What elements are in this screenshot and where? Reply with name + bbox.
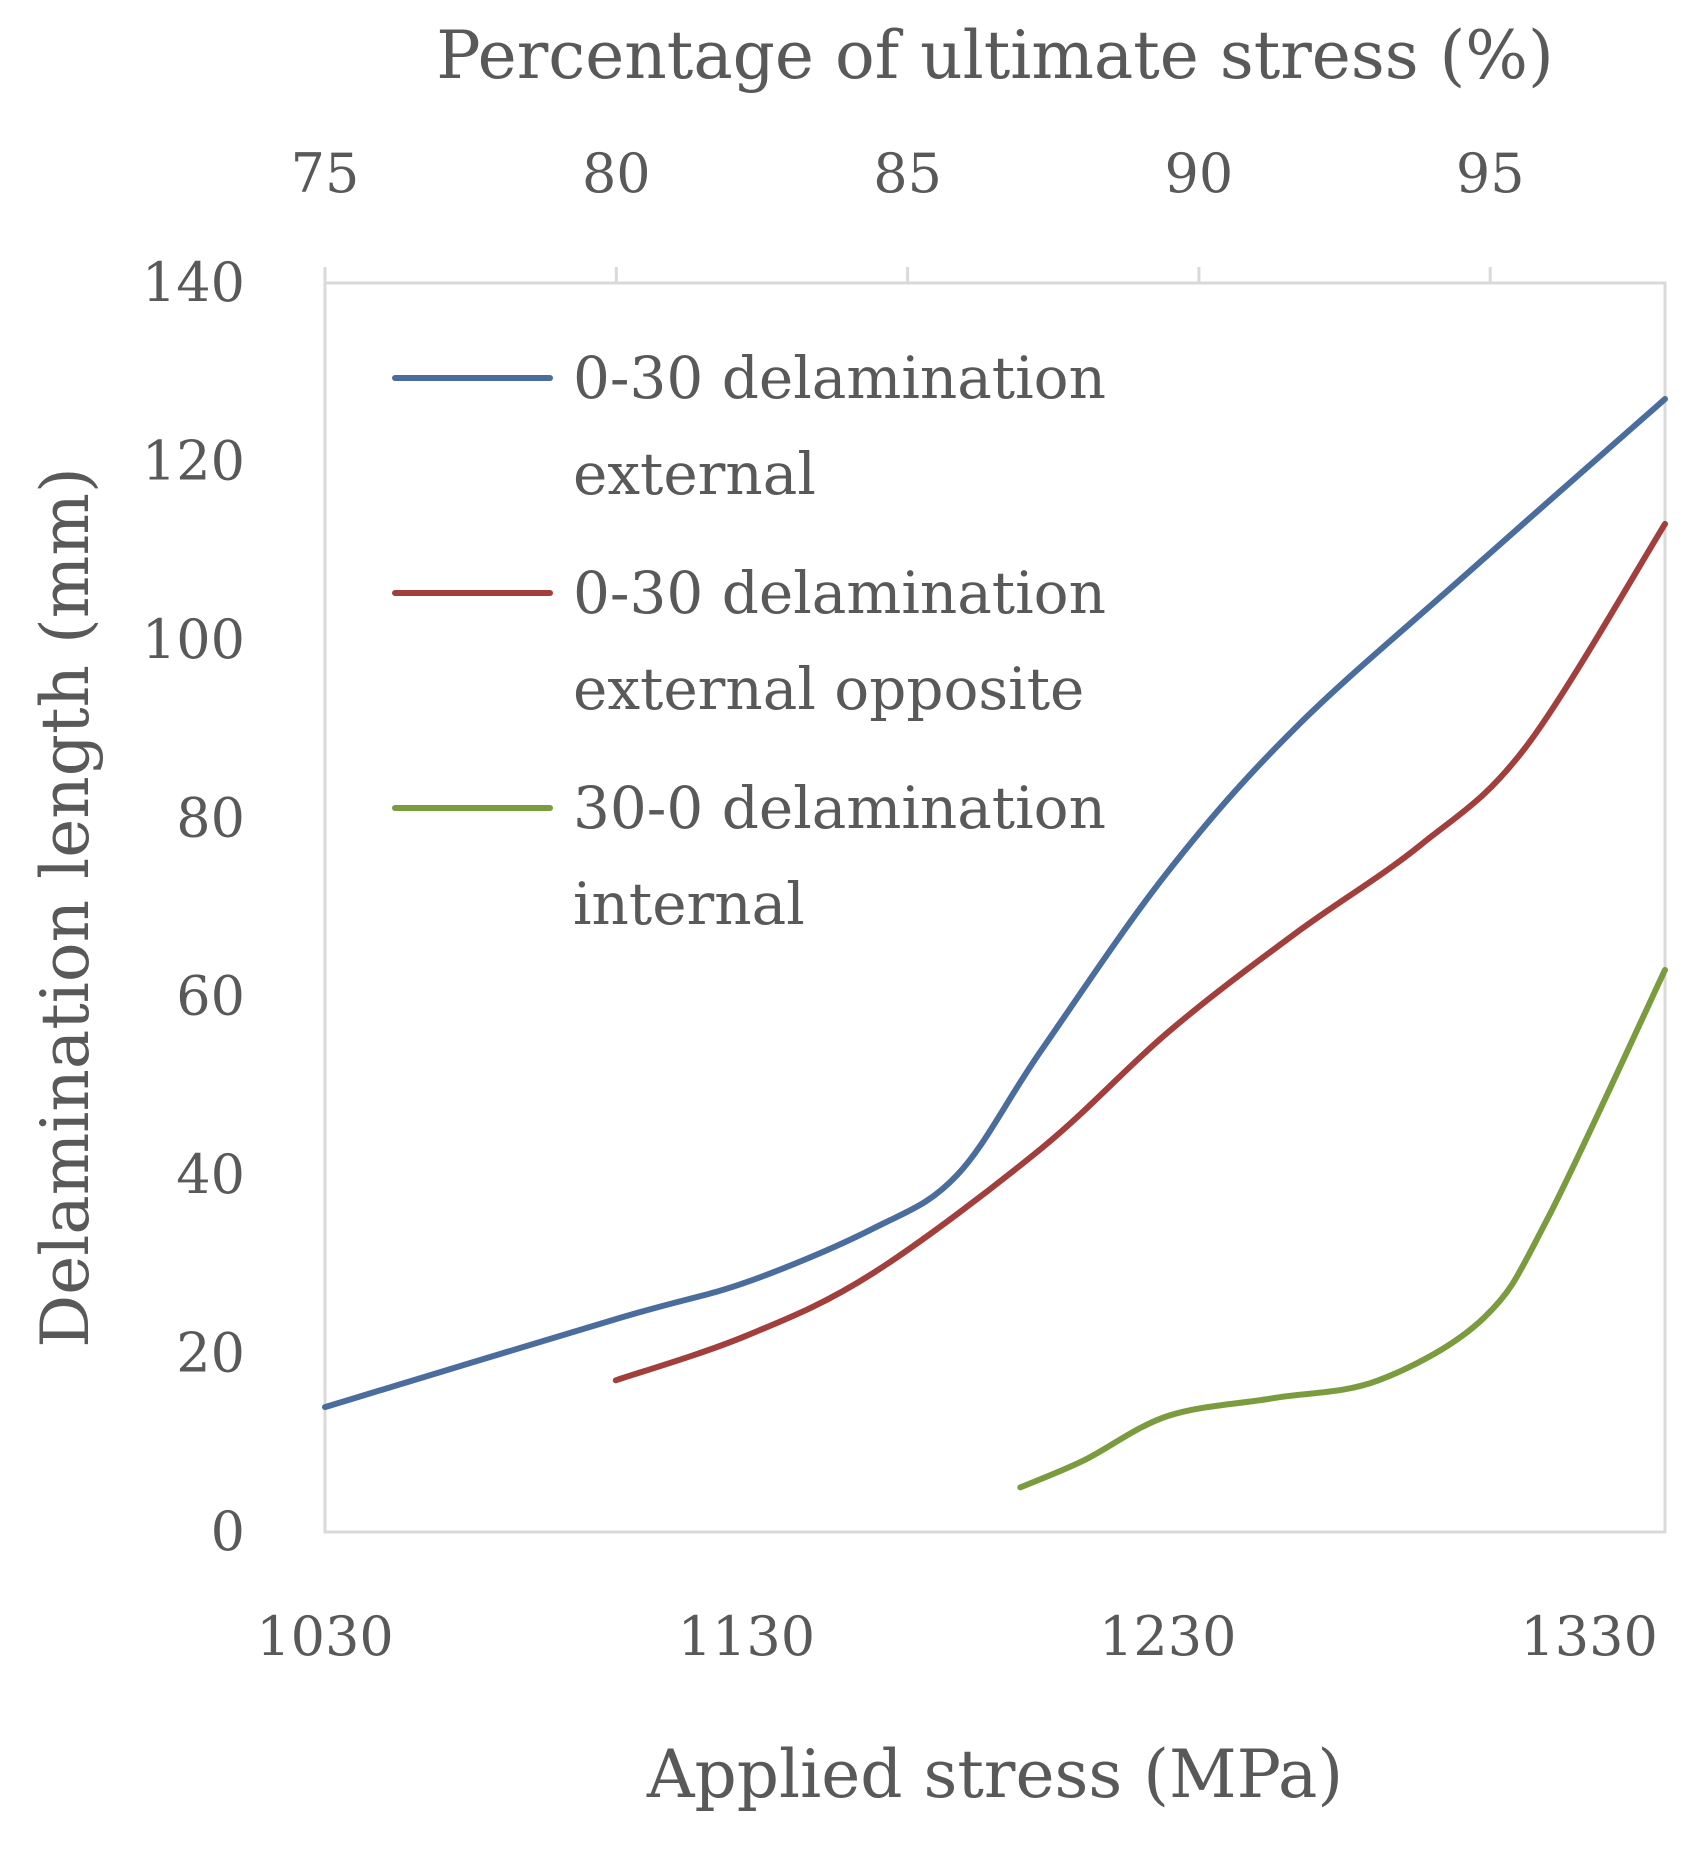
y-axis-title: Delamination length (mm) xyxy=(27,467,104,1347)
y-tick-label: 100 xyxy=(142,608,245,671)
x2-tick-label: 75 xyxy=(291,142,360,205)
plot-area xyxy=(323,281,1667,1534)
x2-tick-label: 85 xyxy=(873,142,942,205)
x-tick-label: 1330 xyxy=(1520,1605,1657,1668)
x-tick-label: 1230 xyxy=(1099,1605,1236,1668)
x2-tick-label: 95 xyxy=(1456,142,1525,205)
legend-label: external xyxy=(573,440,816,508)
y-tick-label: 20 xyxy=(176,1322,245,1385)
legend-label: 30-0 delamination xyxy=(573,774,1106,842)
legend-label: 0-30 delamination xyxy=(573,559,1106,627)
legend-label: 0-30 delamination xyxy=(573,344,1106,412)
y-tick-label: 140 xyxy=(142,251,245,314)
x2-tick-label: 80 xyxy=(582,142,651,205)
y-tick-label: 40 xyxy=(176,1143,245,1206)
series-line-2 xyxy=(612,520,1668,1384)
x-tick-label: 1130 xyxy=(678,1605,815,1668)
series-line-1 xyxy=(322,396,1668,1411)
y-tick-label: 80 xyxy=(176,786,245,849)
x2-axis-title: Percentage of ultimate stress (%) xyxy=(436,17,1554,94)
legend-label: internal xyxy=(573,870,805,938)
x-axis-title: Applied stress (MPa) xyxy=(646,1736,1343,1813)
x-tick-label: 1030 xyxy=(256,1605,393,1668)
legend-label: external opposite xyxy=(573,655,1084,723)
x2-tick-label: 90 xyxy=(1165,142,1234,205)
y-tick-label: 120 xyxy=(142,429,245,492)
y-tick-label: 60 xyxy=(176,965,245,1028)
series-line-3 xyxy=(1017,966,1668,1491)
y-tick-label: 0 xyxy=(211,1500,245,1563)
